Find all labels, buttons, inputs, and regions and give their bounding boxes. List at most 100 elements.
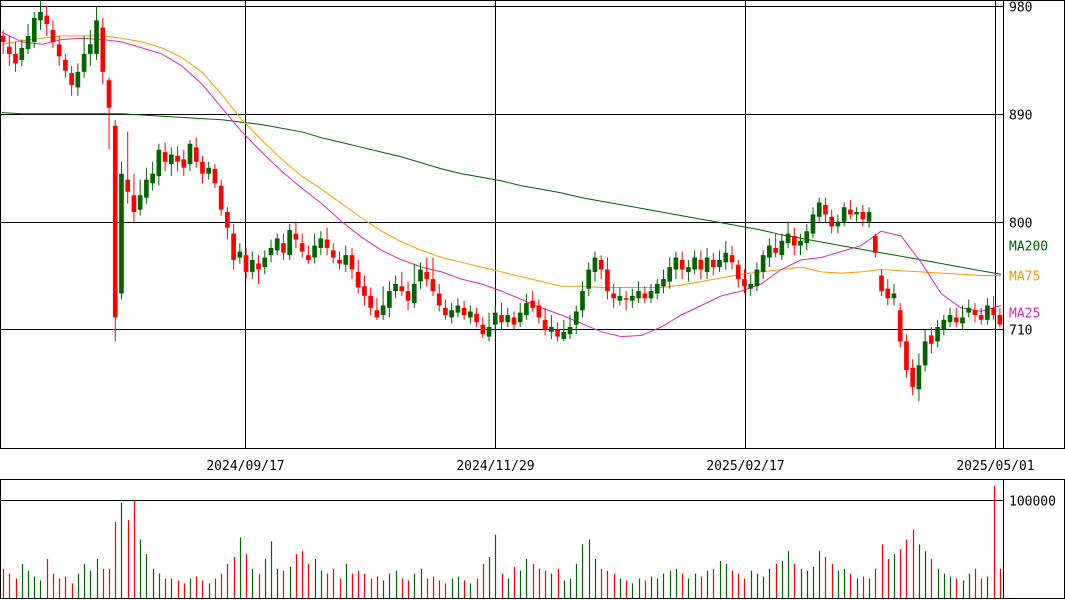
candle-body: [119, 173, 124, 294]
candle-body: [742, 279, 747, 287]
candle-body: [611, 293, 616, 299]
candle-body: [785, 233, 791, 244]
candle-body: [549, 327, 554, 332]
candle-body: [125, 179, 131, 192]
candle-body: [468, 311, 473, 318]
candle-body: [474, 313, 479, 323]
candle-body: [168, 154, 174, 165]
candle-body: [368, 295, 374, 308]
candle-body: [866, 212, 872, 222]
candle-body: [393, 283, 398, 292]
candle-body: [193, 147, 199, 162]
candle-body: [312, 245, 317, 258]
candle-body: [19, 47, 25, 60]
candle-body: [791, 235, 797, 246]
x-tick-label: 2024/11/29: [456, 459, 534, 474]
candle-body: [897, 310, 903, 342]
candle-body: [586, 269, 592, 289]
candle-body: [517, 312, 523, 323]
candle-body: [362, 286, 367, 296]
candle-body: [910, 367, 916, 387]
candle-body: [667, 267, 673, 282]
candle-body: [206, 167, 212, 174]
candle-body: [598, 259, 604, 270]
y-tick-label: 800: [1009, 217, 1032, 232]
candle-body: [997, 315, 1003, 325]
candle-body: [555, 329, 560, 337]
candle-body: [330, 250, 336, 258]
candle-body: [144, 179, 149, 198]
candle-body: [13, 53, 18, 64]
candle-body: [38, 11, 43, 21]
candle-body: [978, 315, 984, 320]
candle-body: [237, 251, 243, 258]
candle-body: [399, 286, 405, 292]
candle-body: [150, 173, 155, 184]
ma75-label: MA75: [1009, 270, 1040, 285]
candle-body: [430, 279, 436, 292]
candle-body: [710, 259, 716, 268]
candle-body: [823, 204, 828, 215]
candle-body: [648, 291, 654, 299]
candle-body: [418, 269, 423, 282]
y-tick-label: 980: [1009, 1, 1032, 16]
candle-body: [841, 207, 847, 222]
candle-body: [380, 305, 386, 316]
candle-body: [829, 216, 835, 227]
candle-body: [106, 80, 112, 108]
ma200-line: [1, 112, 1002, 275]
candle-body: [524, 303, 529, 316]
candle-body: [617, 295, 623, 301]
candle-body: [686, 267, 691, 272]
ma25-label: MA25: [1009, 307, 1040, 322]
candle-body: [985, 305, 990, 320]
candle-body: [673, 257, 679, 270]
ma75-line: [1, 35, 1001, 288]
candle-body: [767, 245, 772, 258]
candle-body: [156, 149, 162, 177]
candle-body: [835, 221, 841, 227]
candle-body: [7, 46, 12, 54]
candle-body: [243, 255, 249, 272]
candle-body: [349, 255, 355, 270]
candle-body: [642, 293, 648, 299]
candle-body: [748, 283, 754, 289]
candle-body: [324, 239, 330, 248]
volume-panel: 100000: [0, 479, 1065, 599]
candle-body: [69, 73, 74, 86]
candle-body: [337, 259, 342, 264]
candle-body: [231, 233, 236, 260]
candle-body: [860, 212, 866, 220]
candle-body: [723, 252, 729, 263]
candle-body: [810, 214, 816, 234]
candle-body: [50, 29, 56, 42]
candle-body: [804, 231, 810, 244]
candle-body: [75, 71, 81, 88]
candle-body: [281, 243, 286, 253]
candle-body: [287, 229, 293, 256]
candle-body: [411, 283, 417, 304]
candle-body: [567, 327, 573, 335]
candle-body: [536, 305, 542, 318]
candle-body: [200, 161, 205, 174]
candle-body: [306, 255, 311, 260]
candle-body: [511, 317, 517, 325]
ma25-line: [1, 31, 1002, 338]
candle-body: [81, 53, 87, 72]
candle-body: [443, 307, 448, 316]
candle-body: [94, 20, 99, 54]
volume-frame: [0, 479, 1065, 599]
candle-body: [56, 44, 62, 57]
candle-body: [499, 315, 504, 323]
candle-body: [929, 335, 934, 344]
candle-body: [436, 293, 442, 306]
candle-body: [941, 319, 947, 330]
candle-body: [175, 155, 180, 162]
candle-body: [960, 317, 965, 324]
candle-body: [754, 269, 760, 287]
candle-body: [972, 310, 978, 316]
x-tick-label: 2025/02/17: [706, 459, 784, 474]
candle-body: [274, 238, 280, 251]
candle-body: [935, 327, 940, 342]
candle-body: [162, 152, 168, 162]
